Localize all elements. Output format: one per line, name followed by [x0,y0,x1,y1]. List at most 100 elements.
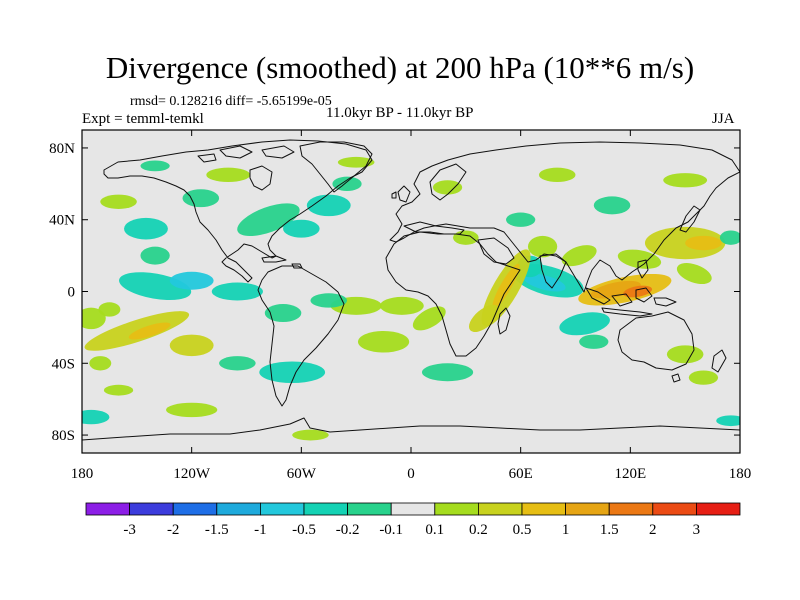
colorbar-label: 0.1 [425,522,444,538]
period-label: 11.0kyr BP - 11.0kyr BP [326,105,474,121]
map-axes: 180 120W 60W 0 60E 120E 180 80N 40N 0 40S 80S [49,130,751,482]
anomaly-patch [103,384,134,396]
anomaly-patch [506,212,536,227]
colorbar-label: -0.1 [379,522,403,538]
anomaly-patch [283,219,320,238]
colorbar: -3 -2 -1.5 -1 -0.5 -0.2 -0.1 0.1 0.2 0.5 1 1.5 2 3 [85,502,741,538]
colorbar-label: 3 [693,522,701,538]
coastline-japan [679,205,701,233]
anomaly-patch [332,176,362,192]
anomaly-patch [140,246,170,265]
colorbar-label: -0.2 [336,522,360,538]
y-tick-label: 80N [49,141,75,157]
anomaly-patch [468,304,500,333]
anomaly-patch [527,235,558,258]
anomaly-patch [128,322,171,340]
x-tick-label: 120W [173,466,211,482]
anomaly-patch [337,156,375,168]
x-tick-label: 0 [407,466,415,482]
coastline-maritime-continent [585,259,677,317]
anomaly-patch [379,296,424,315]
anomaly-patch [719,230,740,245]
y-tick-label: 80S [52,428,75,444]
coastline-eurasia [389,141,740,293]
coastline-antarctica [82,417,740,441]
anomaly-patch [523,273,566,292]
coastline-arctic-islands [197,145,295,163]
coastline-british-isles [391,185,411,203]
coastline-greenland [299,141,373,193]
coastline-australia [617,311,695,371]
colorbar-swatch [347,502,392,516]
colorbar-swatch [521,502,566,516]
anomaly-patch [676,263,712,285]
anomaly-patch [100,194,137,209]
rmsd-stats: rmsd= 0.128216 diff= -5.65199e-05 [130,94,332,109]
anomaly-patch [98,302,121,317]
anomaly-patch [663,173,708,188]
anomaly-patch [264,304,302,323]
coastline-south-america [257,265,345,407]
colorbar-swatch [259,502,305,516]
experiment-label: Expt = temml-temkl [82,111,204,127]
coastline-madagascar [497,307,511,335]
colorbar-swatch [216,502,261,516]
colorbar-label: -1 [254,522,267,538]
colorbar-label: -2 [167,522,180,538]
anomaly-patch [538,167,576,183]
colorbar-swatch [652,502,697,516]
x-tick-label: 60W [287,466,317,482]
anomaly-patch [237,203,300,237]
coastline-africa [385,231,521,357]
anomaly-patch [169,334,214,357]
anomaly-patch [453,230,479,245]
y-tick-label: 40N [49,213,75,229]
chart-title: Divergence (smoothed) at 200 hPa (10**6 … [105,50,695,85]
anomaly-patch [357,330,410,353]
colorbar-label: 0.2 [469,522,488,538]
anomaly-patch [169,271,214,290]
anomaly-patch [685,235,722,251]
anomaly-patch [561,245,597,267]
colorbar-swatch [565,502,610,516]
anomaly-patch [688,370,719,385]
anomaly-field-layer [82,156,740,441]
colorbar-swatch [696,502,741,516]
y-tick-label: 0 [68,285,76,301]
coastline-arabia [477,237,515,265]
anomaly-patch [89,356,112,371]
colorbar-label: 1 [562,522,570,538]
anomaly-patch [421,363,474,382]
colorbar-label: -1.5 [205,522,229,538]
colorbar-swatch [434,502,479,516]
anomaly-patch [593,196,631,215]
colorbar-swatch [390,502,436,516]
season-label: JJA [712,111,735,127]
x-tick-label: 180 [71,466,94,482]
anomaly-patch [666,345,704,364]
colorbar-swatch [129,502,174,516]
colorbar-label: 0.5 [513,522,532,538]
anomaly-patch [492,263,520,309]
anomaly-patch [432,180,463,195]
anomaly-patch [206,167,251,183]
colorbar-swatch [477,502,523,516]
anomaly-patch [219,356,256,371]
anomaly-patch [82,307,106,330]
colorbar-swatch [303,502,348,516]
anomaly-patch [292,429,329,441]
colorbar-label: -3 [123,522,136,538]
coastline-layer [82,139,740,441]
anomaly-patch [559,312,610,336]
x-tick-label: 120E [614,466,646,482]
anomaly-patch [140,160,170,172]
anomaly-patch [182,189,220,208]
coastline-scandinavia [429,163,467,201]
anomaly-patch [306,194,351,217]
anomaly-patch [716,415,740,427]
anomaly-patch [310,293,348,308]
coastline-india [539,253,567,289]
anomaly-patch [82,409,110,425]
anomaly-patch [579,334,609,349]
